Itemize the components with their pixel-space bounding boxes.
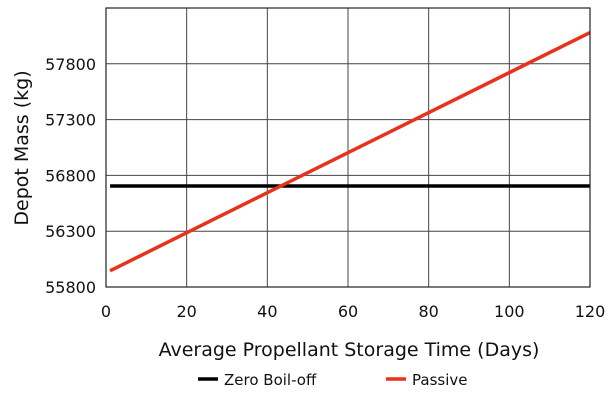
x-tick-label: 120 <box>575 302 606 321</box>
x-tick-label: 100 <box>494 302 525 321</box>
y-tick-label: 55800 <box>45 278 96 297</box>
gridlines <box>105 8 591 288</box>
series-line-passive <box>109 30 591 273</box>
plot-frame <box>105 7 591 288</box>
series-lines <box>109 30 591 273</box>
y-axis-label: Depot Mass (kg) <box>11 70 33 225</box>
x-tick-labels: 0 20 40 60 80 100 120 <box>101 302 605 321</box>
y-tick-labels: 55800 56300 56800 57300 57800 <box>45 55 96 297</box>
legend-label: Passive <box>412 371 467 389</box>
x-tick-label: 80 <box>418 302 438 321</box>
x-tick-label: 20 <box>176 302 196 321</box>
y-tick-label: 57800 <box>45 55 96 74</box>
y-tick-label: 57300 <box>45 111 96 130</box>
legend-label: Zero Boil-off <box>224 371 317 389</box>
x-axis-label: Average Propellant Storage Time (Days) <box>159 339 540 361</box>
legend: Zero Boil-off Passive <box>198 371 467 389</box>
x-tick-label: 60 <box>338 302 358 321</box>
x-tick-label: 0 <box>101 302 111 321</box>
x-tick-label: 40 <box>257 302 277 321</box>
y-tick-label: 56300 <box>45 222 96 241</box>
y-tick-label: 56800 <box>45 166 96 185</box>
